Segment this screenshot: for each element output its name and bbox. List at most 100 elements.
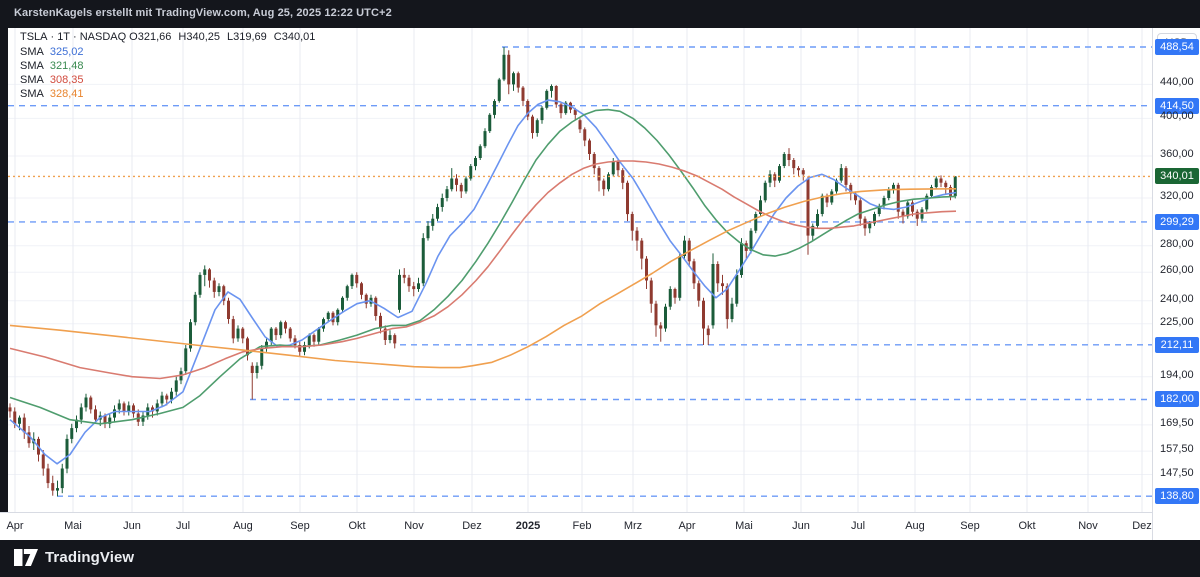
legend-symbol[interactable]: TSLA: [20, 31, 48, 43]
legend-ohlc-value: 340,01: [281, 31, 316, 43]
candle-body: [592, 154, 596, 169]
legend-sma-row[interactable]: SMA 308,35: [20, 74, 325, 87]
candle-body: [725, 286, 729, 320]
candle-body: [493, 101, 496, 115]
legend-sma-row[interactable]: SMA 325,02: [20, 46, 325, 59]
candle-body: [811, 225, 815, 236]
candle-body: [189, 322, 192, 349]
legend-interval[interactable]: 1T: [57, 31, 71, 43]
candle-body: [868, 223, 872, 229]
candle-body: [364, 294, 368, 304]
candle-body: [588, 140, 591, 154]
candle-body: [398, 274, 401, 310]
time-tick-label: Mai: [64, 520, 82, 532]
price-tick-label: 260,00: [1160, 264, 1194, 276]
candle-body: [583, 129, 587, 141]
candle-body: [393, 335, 397, 344]
candle-body: [455, 178, 458, 185]
candle-body: [901, 211, 905, 217]
candle-body: [141, 415, 145, 422]
candle-body: [759, 200, 762, 214]
legend: TSLA · 1T · NASDAQ O321,66 H340,25 L319,69 C340,…: [20, 31, 325, 101]
candle-body: [198, 274, 202, 295]
candle-body: [797, 168, 800, 171]
candle-body: [170, 391, 173, 400]
candle-body: [132, 405, 135, 414]
time-tick-label: Okt: [348, 520, 366, 532]
sma-line: [9, 160, 957, 380]
candle-body: [293, 338, 297, 346]
candle-body: [531, 116, 534, 133]
candle-body: [265, 341, 268, 349]
candle-body: [488, 114, 492, 132]
candle-body: [877, 205, 881, 214]
candle-body: [616, 162, 620, 171]
last-price-badge: 340,01: [1155, 168, 1199, 184]
candle-body: [412, 286, 416, 290]
candle-body: [887, 189, 891, 198]
candle-body: [858, 200, 862, 219]
candle-body: [911, 202, 914, 212]
time-tick-label: Jun: [792, 520, 810, 532]
candle-body: [89, 397, 93, 410]
candle-body: [307, 335, 311, 346]
legend-ohlc: O321,66 H340,25 L319,69 C340,01: [129, 31, 322, 43]
time-tick-label: Dez: [1132, 520, 1152, 532]
chart-canvas[interactable]: [8, 28, 1152, 512]
candle-body: [236, 328, 240, 339]
candle-body: [70, 428, 74, 439]
price-level-badge: 488,54: [1155, 39, 1199, 55]
time-tick-label: Dez: [462, 520, 482, 532]
candle-body: [79, 407, 83, 420]
candle-body: [930, 187, 933, 196]
candle-body: [915, 211, 919, 219]
candle-body: [820, 195, 824, 214]
candle-body: [27, 432, 31, 444]
candle-body: [355, 274, 359, 284]
candle-body: [65, 438, 69, 469]
chart-pane[interactable]: [8, 28, 1152, 512]
candle-body: [816, 214, 819, 226]
candle-body: [445, 189, 449, 198]
candle-body: [702, 300, 705, 329]
attribution-text: KarstenKagels erstellt mit TradingView.c…: [14, 7, 392, 19]
candle-body: [664, 306, 667, 329]
candle-body: [8, 407, 12, 412]
candle-body: [892, 184, 895, 190]
candle-body: [602, 180, 606, 190]
candle-body: [440, 198, 444, 207]
time-tick-label: Nov: [1078, 520, 1098, 532]
candle-body: [516, 73, 520, 88]
candle-body: [212, 280, 216, 292]
candle-body: [782, 154, 786, 166]
time-tick-label: 2025: [515, 520, 541, 532]
sma-label: SMA: [20, 74, 44, 86]
legend-sma-row[interactable]: SMA 328,41: [20, 88, 325, 101]
candle-body: [407, 277, 411, 287]
candle-body: [193, 294, 197, 323]
candle-body: [934, 178, 938, 188]
candle-body: [806, 178, 810, 236]
candle-body: [559, 104, 563, 114]
candle-body: [763, 182, 767, 201]
candle-body: [535, 120, 539, 133]
price-axis[interactable]: USD 488,54440,00414,50400,00360,00340,01…: [1152, 28, 1200, 540]
legend-symbol-row[interactable]: TSLA · 1T · NASDAQ O321,66 H340,25 L319,69 C340,…: [20, 31, 325, 44]
candle-body: [436, 207, 439, 219]
candle-body: [925, 195, 929, 210]
time-axis[interactable]: Apr Mai Jun Jul Aug Sep Okt Nov Dez 2025 Feb Mrz Apr…: [0, 512, 1152, 540]
candle-body: [497, 79, 501, 101]
candle-body: [103, 415, 107, 424]
candle-body: [284, 322, 287, 329]
candle-body: [469, 166, 473, 179]
tradingview-link[interactable]: TradingView: [14, 549, 134, 566]
candle-body: [654, 303, 658, 326]
time-tick-label: Aug: [233, 520, 253, 532]
sma-label: SMA: [20, 46, 44, 58]
price-tick-label: 194,00: [1160, 369, 1194, 381]
candle-body: [678, 256, 682, 298]
candle-body: [250, 365, 254, 373]
candle-body: [873, 214, 876, 224]
tradingview-logo-icon: [14, 549, 38, 566]
legend-sma-row[interactable]: SMA 321,48: [20, 60, 325, 73]
